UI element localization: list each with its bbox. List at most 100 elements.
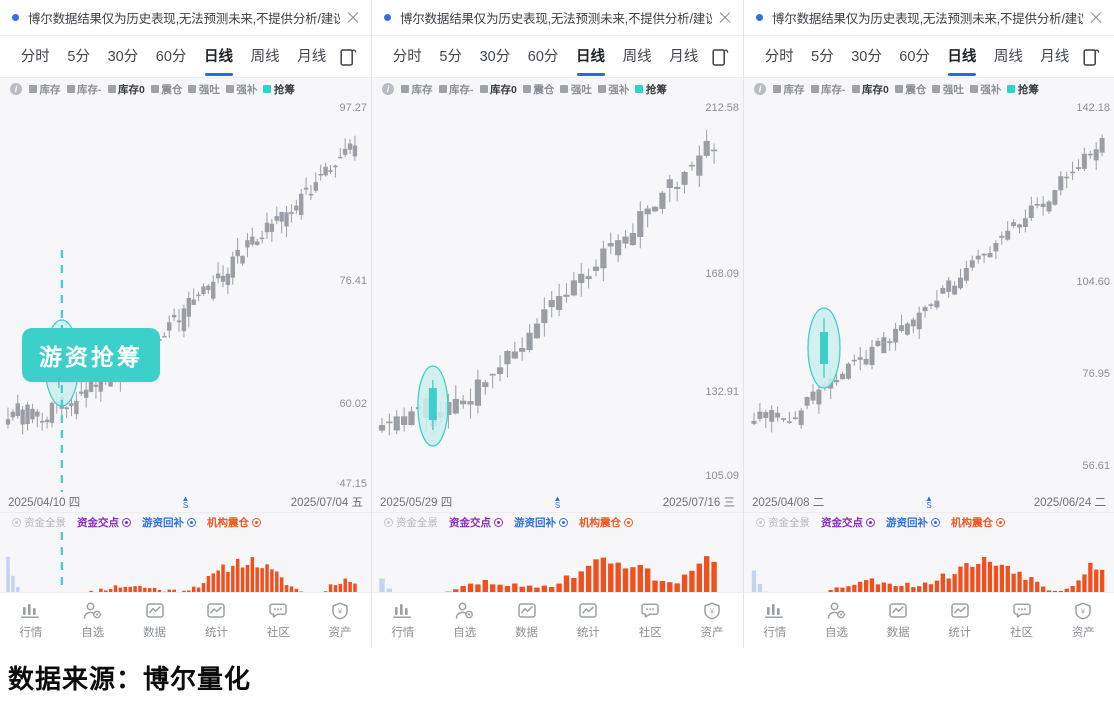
close-icon[interactable] [716, 9, 734, 27]
info-icon[interactable]: i [10, 83, 22, 95]
nav-item-zixuan[interactable]: 自选 [806, 601, 868, 640]
tab-60m[interactable]: 60分 [527, 48, 559, 65]
fund-legend-huibu[interactable]: 游资回补 [886, 515, 940, 530]
fullscreen-rotate-icon[interactable] [1078, 36, 1104, 78]
indicator-kucun-minus[interactable]: 库存- [810, 82, 846, 97]
tab-weekly[interactable]: 周线 [993, 48, 1023, 65]
swatch-icon [29, 85, 37, 93]
tab-fenshi[interactable]: 分时 [764, 48, 794, 65]
fund-legend-jiaodian[interactable]: 资金交点 [449, 515, 503, 530]
fund-legend-label: 游资回补 [142, 517, 184, 529]
nav-item-shuju[interactable]: 数据 [124, 601, 186, 640]
tab-fenshi[interactable]: 分时 [392, 48, 422, 65]
fund-legend-jiaodian[interactable]: 资金交点 [77, 515, 131, 530]
indicator-kucun-zero[interactable]: 库存0 [107, 82, 145, 97]
fund-legend-quanjing[interactable]: 资金全景 [384, 515, 438, 530]
close-icon[interactable] [1087, 9, 1105, 27]
fund-legend-zhencang[interactable]: 机构震仓 [951, 515, 1005, 530]
fund-legend-jiaodian[interactable]: 资金交点 [821, 515, 875, 530]
price-chart-1[interactable]: 97.27 76.41 60.02 47.15 游资抢筹 [0, 100, 371, 492]
indicator-kucun-minus[interactable]: 库存- [66, 82, 102, 97]
tab-30m[interactable]: 30分 [479, 48, 511, 65]
s-marker-icon: ▲ S [553, 494, 562, 510]
indicator-qiangbu[interactable]: 强补 [597, 82, 629, 97]
period-tab-bar: 分时 5分 30分 60分 日线 周线 月线 [744, 36, 1114, 78]
close-icon[interactable] [344, 9, 362, 27]
nav-item-zichan[interactable]: ¥ 资产 [1052, 601, 1114, 640]
fund-legend-label: 机构震仓 [951, 517, 993, 529]
fund-legend-quanjing[interactable]: 资金全景 [756, 515, 810, 530]
fund-legend-huibu[interactable]: 游资回补 [142, 515, 196, 530]
radio-icon [866, 518, 875, 527]
fund-legend-zhencang[interactable]: 机构震仓 [579, 515, 633, 530]
indicator-qiangbu[interactable]: 强补 [225, 82, 257, 97]
nav-label: 行情 [763, 627, 787, 639]
tab-weekly[interactable]: 周线 [622, 48, 652, 65]
tab-daily[interactable]: 日线 [195, 36, 242, 78]
indicator-qiangtu[interactable]: 强吐 [932, 82, 964, 97]
tab-monthly[interactable]: 月线 [1040, 48, 1070, 65]
tab-5m[interactable]: 5分 [811, 48, 834, 65]
price-chart-2[interactable]: 212.58 168.09 132.91 105.09 [372, 100, 743, 492]
indicator-kucun[interactable]: 库存 [773, 82, 805, 97]
tab-daily[interactable]: 日线 [567, 36, 614, 78]
swatch-icon [401, 85, 409, 93]
indicator-zhencang[interactable]: 震仓 [522, 82, 554, 97]
indicator-qiangbu[interactable]: 强补 [969, 82, 1001, 97]
tab-weekly[interactable]: 周线 [250, 48, 280, 65]
nav-item-hangqing[interactable]: 行情 [0, 601, 62, 640]
indicator-kucun[interactable]: 库存 [401, 82, 433, 97]
indicator-kucun[interactable]: 库存 [29, 82, 61, 97]
indicator-qiangchou[interactable]: 抢筹 [1007, 82, 1039, 97]
indicator-kucun-minus[interactable]: 库存- [438, 82, 474, 97]
nav-item-shequ[interactable]: 社区 [247, 601, 309, 640]
indicator-qiangchou[interactable]: 抢筹 [635, 82, 667, 97]
nav-item-tongji[interactable]: 统计 [185, 601, 247, 640]
nav-item-shequ[interactable]: 社区 [991, 601, 1053, 640]
notice-text: 博尔数据结果仅为历史表现,无法预测未来,不提供分析/建议 [772, 12, 1083, 26]
tab-60m[interactable]: 60分 [155, 48, 187, 65]
nav-item-hangqing[interactable]: 行情 [744, 601, 806, 640]
nav-item-zichan[interactable]: ¥ 资产 [681, 601, 743, 640]
fund-legend: 资金全景 资金交点 游资回补 机构震仓 [744, 512, 1114, 532]
tab-30m[interactable]: 30分 [107, 48, 139, 65]
fullscreen-rotate-icon[interactable] [335, 36, 361, 78]
fund-legend-huibu[interactable]: 游资回补 [514, 515, 568, 530]
tab-fenshi[interactable]: 分时 [20, 48, 50, 65]
indicator-kucun-zero[interactable]: 库存0 [851, 82, 889, 97]
indicator-qiangchou[interactable]: 抢筹 [263, 82, 295, 97]
indicator-zhencang[interactable]: 震仓 [894, 82, 926, 97]
chat-bubble-icon [641, 603, 659, 618]
tab-monthly[interactable]: 月线 [669, 48, 699, 65]
x-axis-end-date: 2025/07/16 三 [662, 497, 735, 509]
tab-daily[interactable]: 日线 [939, 36, 985, 78]
nav-item-zichan[interactable]: ¥ 资产 [309, 601, 371, 640]
nav-item-tongji[interactable]: 统计 [557, 601, 619, 640]
fund-legend-zhencang[interactable]: 机构震仓 [207, 515, 261, 530]
swatch-icon [522, 85, 531, 93]
tab-60m[interactable]: 60分 [899, 48, 930, 65]
indicator-qiangtu[interactable]: 强吐 [560, 82, 592, 97]
nav-label: 统计 [576, 627, 600, 639]
nav-item-tongji[interactable]: 统计 [929, 601, 991, 640]
nav-item-hangqing[interactable]: 行情 [372, 601, 434, 640]
nav-item-shuju[interactable]: 数据 [496, 601, 558, 640]
info-icon[interactable]: i [754, 83, 766, 95]
tab-monthly[interactable]: 月线 [297, 48, 327, 65]
fullscreen-rotate-icon[interactable] [707, 36, 733, 78]
indicator-zhencang[interactable]: 震仓 [150, 82, 182, 97]
nav-item-zixuan[interactable]: 自选 [434, 601, 496, 640]
tab-5m[interactable]: 5分 [67, 48, 90, 65]
tab-5m[interactable]: 5分 [439, 48, 462, 65]
indicator-kucun-zero[interactable]: 库存0 [479, 82, 517, 97]
swatch-icon [894, 85, 903, 93]
price-chart-3[interactable]: 142.18 104.60 76.95 56.61 [744, 100, 1114, 492]
indicator-qiangtu[interactable]: 强吐 [188, 82, 220, 97]
tab-30m[interactable]: 30分 [851, 48, 882, 65]
nav-item-zixuan[interactable]: 自选 [62, 601, 124, 640]
nav-item-shuju[interactable]: 数据 [867, 601, 929, 640]
fund-legend-label: 资金全景 [768, 517, 810, 529]
info-icon[interactable]: i [382, 83, 394, 95]
fund-legend-quanjing[interactable]: 资金全景 [12, 515, 66, 530]
nav-item-shequ[interactable]: 社区 [619, 601, 681, 640]
